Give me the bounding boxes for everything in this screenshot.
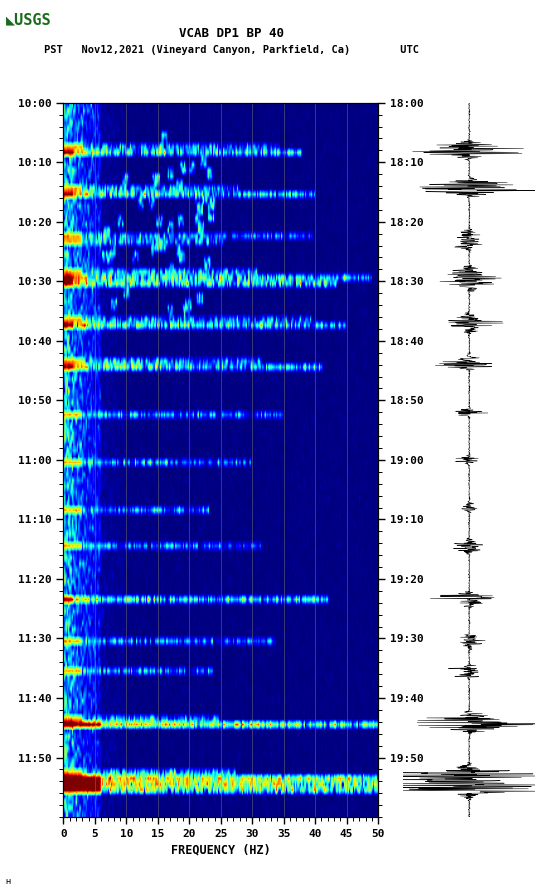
Text: ʜ: ʜ — [6, 877, 10, 886]
Text: VCAB DP1 BP 40: VCAB DP1 BP 40 — [179, 28, 284, 40]
Text: ◣USGS: ◣USGS — [6, 13, 51, 27]
X-axis label: FREQUENCY (HZ): FREQUENCY (HZ) — [171, 843, 270, 856]
Text: PST   Nov12,2021 (Vineyard Canyon, Parkfield, Ca)        UTC: PST Nov12,2021 (Vineyard Canyon, Parkfie… — [44, 45, 420, 55]
